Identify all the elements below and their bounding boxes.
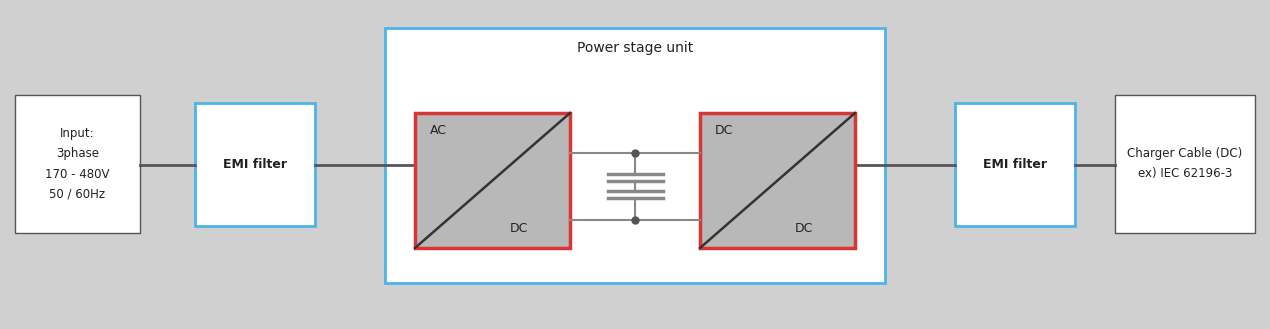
Bar <box>1115 95 1255 233</box>
Text: AC: AC <box>431 123 447 137</box>
Bar <box>155 15 1110 314</box>
Bar <box>955 103 1074 226</box>
Bar <box>415 113 570 248</box>
Text: DC: DC <box>511 221 528 235</box>
Text: DC: DC <box>715 123 733 137</box>
Bar <box>385 28 885 283</box>
Bar <box>15 95 140 233</box>
Text: DC: DC <box>795 221 813 235</box>
Text: EMI filter: EMI filter <box>224 158 287 171</box>
Text: Power stage unit: Power stage unit <box>577 41 693 55</box>
Bar <box>700 113 855 248</box>
Text: Charger Cable (DC)
ex) IEC 62196-3: Charger Cable (DC) ex) IEC 62196-3 <box>1128 147 1242 181</box>
Bar <box>196 103 315 226</box>
Text: EMI filter: EMI filter <box>983 158 1046 171</box>
Text: Input:
3phase
170 - 480V
50 / 60Hz: Input: 3phase 170 - 480V 50 / 60Hz <box>46 128 109 200</box>
